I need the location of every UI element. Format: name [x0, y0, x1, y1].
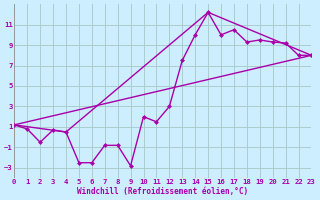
X-axis label: Windchill (Refroidissement éolien,°C): Windchill (Refroidissement éolien,°C)	[77, 187, 248, 196]
